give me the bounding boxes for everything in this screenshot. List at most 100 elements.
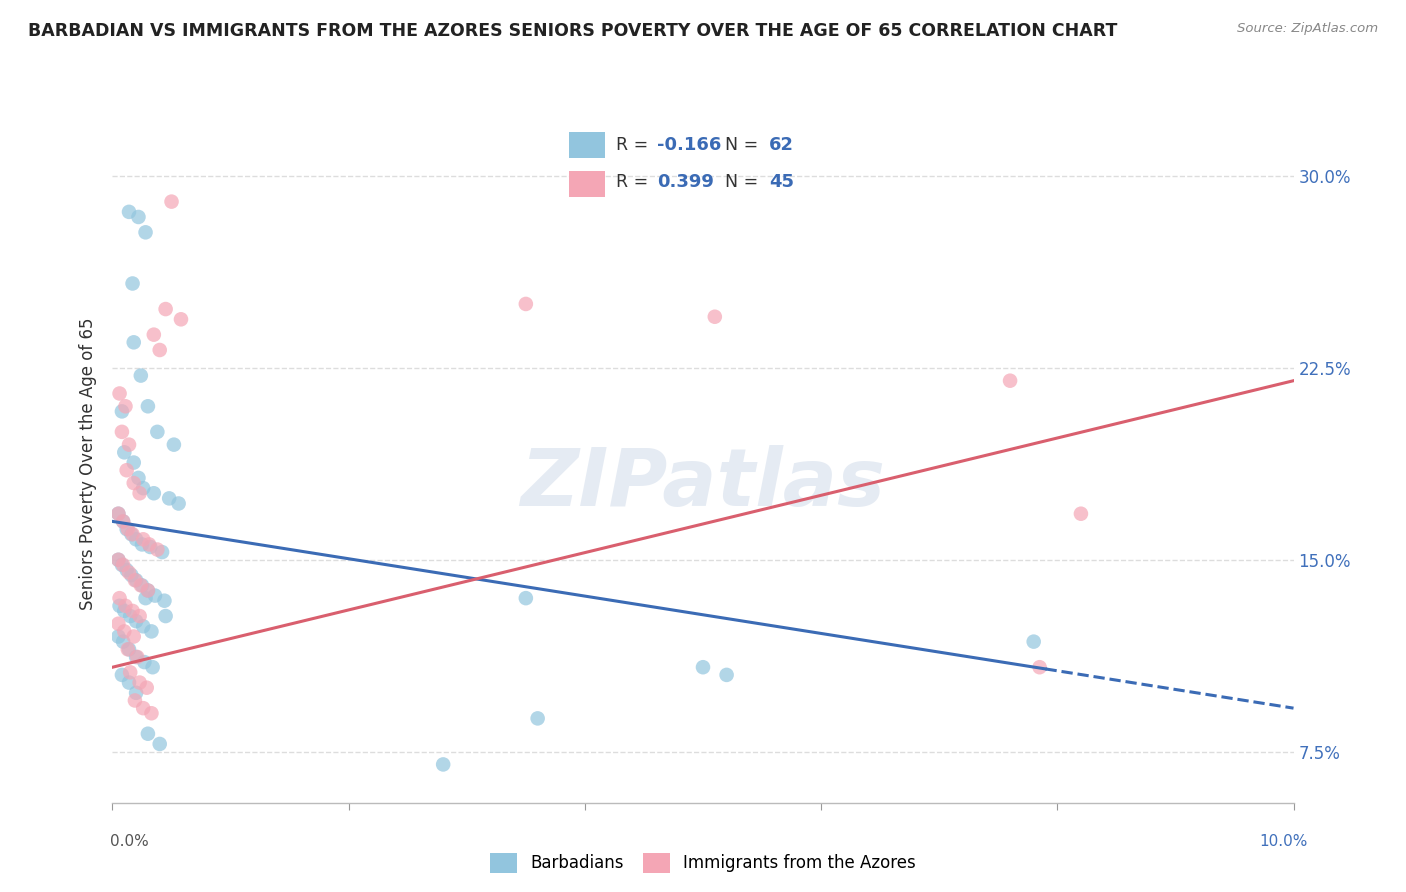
Point	[127, 210, 149, 224]
Point	[125, 573, 148, 587]
Text: -0.166: -0.166	[657, 136, 721, 154]
Point	[515, 297, 537, 311]
Point	[167, 496, 190, 510]
Point	[111, 558, 134, 572]
Point	[128, 486, 150, 500]
Point	[115, 522, 138, 536]
Point	[149, 343, 172, 357]
Point	[146, 425, 169, 439]
Point	[138, 537, 160, 551]
Point	[157, 491, 180, 506]
Point	[136, 399, 159, 413]
Point	[112, 558, 135, 572]
Text: N =: N =	[725, 136, 759, 154]
Point	[125, 686, 148, 700]
Point	[117, 642, 139, 657]
Point	[716, 668, 738, 682]
Point	[141, 624, 163, 639]
Point	[121, 527, 143, 541]
FancyBboxPatch shape	[569, 132, 605, 158]
Point	[128, 675, 150, 690]
Point	[125, 533, 148, 547]
Point	[118, 642, 141, 657]
Text: 0.399: 0.399	[657, 173, 714, 191]
Point	[150, 545, 173, 559]
Point	[125, 614, 148, 628]
Legend: Barbadians, Immigrants from the Azores: Barbadians, Immigrants from the Azores	[484, 847, 922, 880]
Point	[112, 445, 135, 459]
Point	[132, 701, 155, 715]
Text: Source: ZipAtlas.com: Source: ZipAtlas.com	[1237, 22, 1378, 36]
Point	[141, 706, 163, 721]
Point	[1022, 634, 1045, 648]
Text: 10.0%: 10.0%	[1260, 834, 1308, 849]
Text: ZIPatlas: ZIPatlas	[520, 445, 886, 524]
Point	[135, 225, 157, 239]
Point	[120, 568, 142, 582]
Point	[1028, 660, 1050, 674]
Point	[153, 593, 176, 607]
Point	[132, 619, 155, 633]
Text: 62: 62	[769, 136, 794, 154]
Point	[122, 456, 145, 470]
Point	[128, 609, 150, 624]
Point	[149, 737, 172, 751]
Point	[155, 301, 177, 316]
Point	[108, 386, 131, 401]
Point	[107, 616, 129, 631]
Text: 0.0%: 0.0%	[110, 834, 149, 849]
Point	[127, 471, 149, 485]
Point	[139, 540, 162, 554]
Point	[692, 660, 714, 674]
Point	[112, 515, 135, 529]
Point	[136, 583, 159, 598]
Point	[120, 527, 142, 541]
Point	[111, 425, 134, 439]
Point	[124, 573, 146, 587]
Point	[112, 515, 135, 529]
Point	[118, 566, 141, 580]
Point	[998, 374, 1021, 388]
Point	[118, 675, 141, 690]
Point	[118, 205, 141, 219]
Point	[107, 507, 129, 521]
Point	[129, 368, 152, 383]
Point	[114, 599, 136, 613]
Point	[160, 194, 183, 209]
Point	[136, 727, 159, 741]
Point	[122, 630, 145, 644]
Point	[142, 327, 165, 342]
Point	[112, 604, 135, 618]
Text: R =: R =	[616, 136, 648, 154]
Point	[136, 583, 159, 598]
Point	[122, 335, 145, 350]
Point	[107, 553, 129, 567]
Point	[146, 542, 169, 557]
Point	[129, 578, 152, 592]
Point	[131, 578, 153, 592]
Point	[163, 437, 186, 451]
Point	[107, 507, 129, 521]
Point	[120, 665, 142, 680]
Point	[124, 693, 146, 707]
Point	[121, 604, 143, 618]
Text: R =: R =	[616, 173, 648, 191]
Point	[118, 437, 141, 451]
Point	[132, 533, 155, 547]
Point	[114, 399, 136, 413]
Point	[111, 404, 134, 418]
Point	[134, 655, 156, 669]
Point	[108, 599, 131, 613]
Point	[135, 681, 157, 695]
Point	[122, 476, 145, 491]
Point	[111, 668, 134, 682]
Point	[112, 624, 135, 639]
Point	[127, 650, 149, 665]
Point	[526, 711, 548, 725]
Point	[121, 277, 143, 291]
Point	[703, 310, 725, 324]
Text: BARBADIAN VS IMMIGRANTS FROM THE AZORES SENIORS POVERTY OVER THE AGE OF 65 CORRE: BARBADIAN VS IMMIGRANTS FROM THE AZORES …	[28, 22, 1118, 40]
Point	[115, 463, 138, 477]
Point	[125, 650, 148, 665]
Point	[132, 481, 155, 495]
